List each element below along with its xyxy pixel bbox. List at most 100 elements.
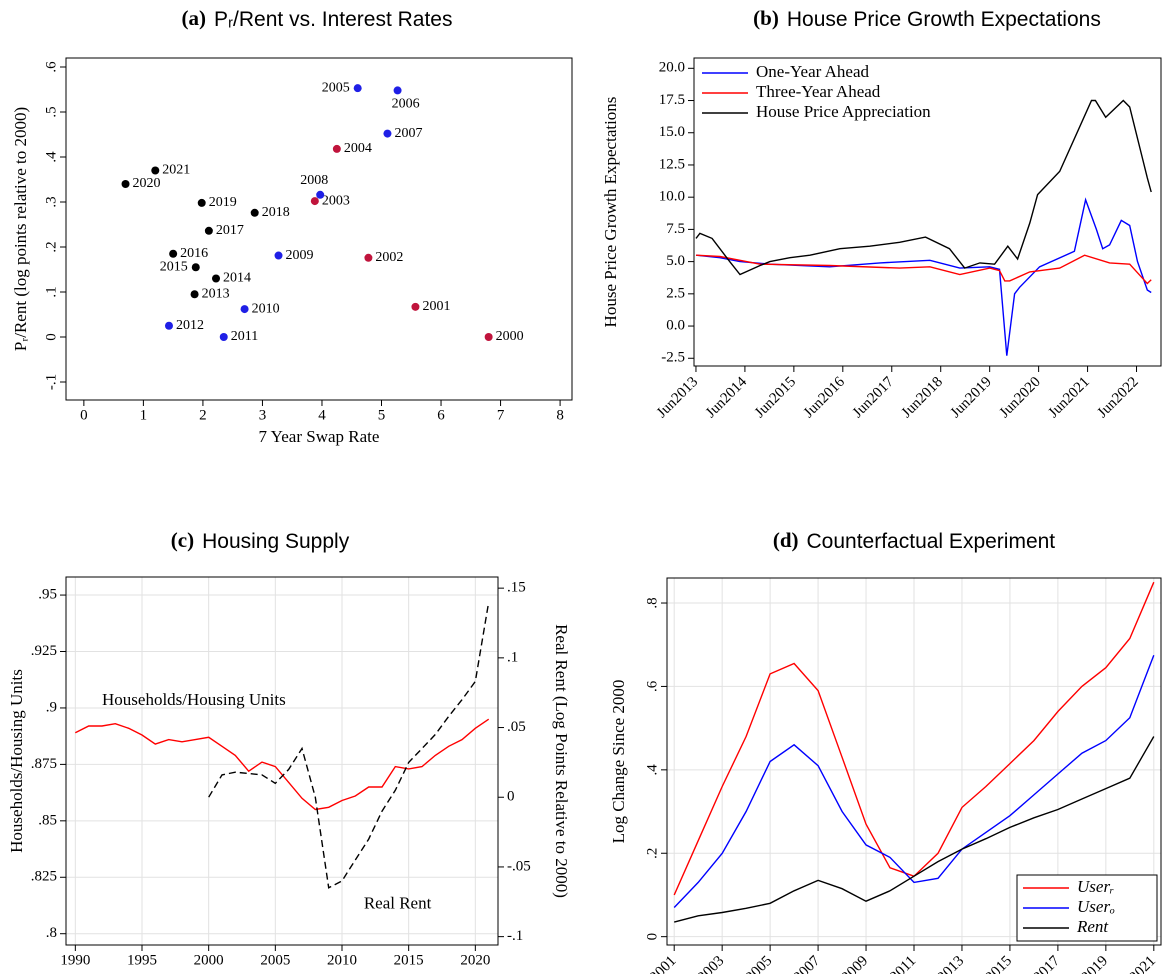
point [169,249,178,258]
point-label: 2007 [394,126,422,141]
y-axis-label: Pᵣ/Rent (log points relative to 2000) [11,107,30,351]
y-tick-label: 0 [43,333,59,341]
x-tick-label: 2019 [1079,953,1112,974]
point [393,86,402,95]
x-tick-label: 2011 [887,953,919,974]
x-tick-label: 2 [199,407,207,423]
x-tick-label: Jun2013 [654,374,701,421]
y2-tick-label: .15 [507,580,526,596]
x-tick-label: 7 [497,407,505,423]
y-tick-label: .1 [43,286,59,297]
point [121,180,130,188]
x-tick-label: Jun2014 [703,374,751,422]
point-label: 2000 [496,329,524,344]
x-tick-label: Jun2019 [948,374,995,421]
point [411,302,420,311]
x-tick-label: Jun2015 [752,374,799,421]
y-tick-label: -.1 [43,374,59,390]
y2-tick-label: .05 [507,719,526,735]
series-line [74,718,490,811]
title-text: Housing Supply [202,530,350,553]
chart-title: (c) Housing Supply [171,528,350,553]
y-tick-label: .9 [46,699,57,715]
x-tick-label: 1 [140,407,148,423]
point [151,166,160,175]
legend-label: Rent [1076,917,1109,936]
series-line [695,254,1152,285]
title-text: House Price Growth Expectations [787,8,1101,31]
y-tick-label: 15.0 [659,124,685,140]
title-text: Pᵣ/Rent vs. Interest Rates [214,8,452,31]
point [310,197,319,206]
point-label: 2002 [375,250,403,265]
point-label: 2019 [209,195,237,210]
panel-label: (b) [753,6,779,30]
point [197,198,206,207]
y-tick-label: .825 [31,869,57,885]
y-tick-label: 10.0 [659,189,685,205]
point [353,84,362,93]
y-tick-label: .3 [43,196,59,207]
y-tick-label: 7.5 [666,221,685,237]
series-line [695,99,1152,276]
x-tick-label: Jun2022 [1095,374,1142,421]
legend-label: Three-Year Ahead [756,82,881,101]
x-tick-label: 2020 [460,952,490,968]
point [190,290,199,299]
x-tick-label: Jun2017 [850,374,898,422]
point-label: 2018 [262,205,290,220]
plot-frame [65,576,499,946]
x-tick-label: 2015 [983,953,1016,974]
y-tick-label: .4 [644,764,660,776]
point [316,190,325,199]
y-tick-label: 2.5 [666,285,685,301]
x-axis-label: 7 Year Swap Rate [259,427,380,446]
x-tick-label: 6 [437,407,445,423]
panel-label: (a) [182,6,207,30]
point [219,333,228,341]
x-tick-label: 5 [378,407,386,423]
series-line [673,654,1155,908]
point-label: 2013 [202,286,230,301]
point-label: 2021 [162,163,190,178]
chart-title: (a) Pᵣ/Rent vs. Interest Rates [182,6,453,31]
x-tick-label: 2010 [327,952,357,968]
y-axis-label: Log Change Since 2000 [609,680,628,844]
point-label: 2017 [216,223,244,238]
x-tick-label: 2005 [260,952,290,968]
x-tick-label: 2013 [935,953,968,974]
y-tick-label: 5.0 [666,253,685,269]
y-tick-label: .6 [644,680,660,692]
point-label: 2008 [300,173,328,188]
y2-tick-label: .1 [507,649,518,665]
x-tick-label: 1990 [60,952,90,968]
panel-label: (c) [171,528,194,552]
point-label: 2005 [322,80,350,95]
x-tick-label: 2017 [1031,953,1064,974]
point-label: 2006 [392,97,420,112]
point [250,208,259,217]
legend-label: One-Year Ahead [756,62,869,81]
x-tick-label: 2001 [647,953,680,974]
x-tick-label: 2015 [394,952,424,968]
point-label: 2004 [344,141,372,156]
x-tick-label: 1995 [127,952,157,968]
chart-title: (d) Counterfactual Experiment [773,528,1055,553]
series-line [674,736,1155,923]
point-label: 2012 [176,318,204,333]
point-label: 2011 [231,329,258,344]
point [212,274,221,283]
x-tick-label: 2007 [791,953,824,974]
y-axis-label: Households/Housing Units [7,669,26,853]
y-tick-label: .925 [31,643,57,659]
y-tick-label: 0 [644,933,660,941]
x-tick-label: 8 [556,407,564,423]
y-tick-label: .2 [644,848,660,859]
x-tick-label: 2009 [839,953,872,974]
y2-tick-label: 0 [507,789,515,805]
point [274,251,283,260]
y-tick-label: 17.5 [659,92,685,108]
point [240,305,249,314]
plot-frame [65,57,573,401]
